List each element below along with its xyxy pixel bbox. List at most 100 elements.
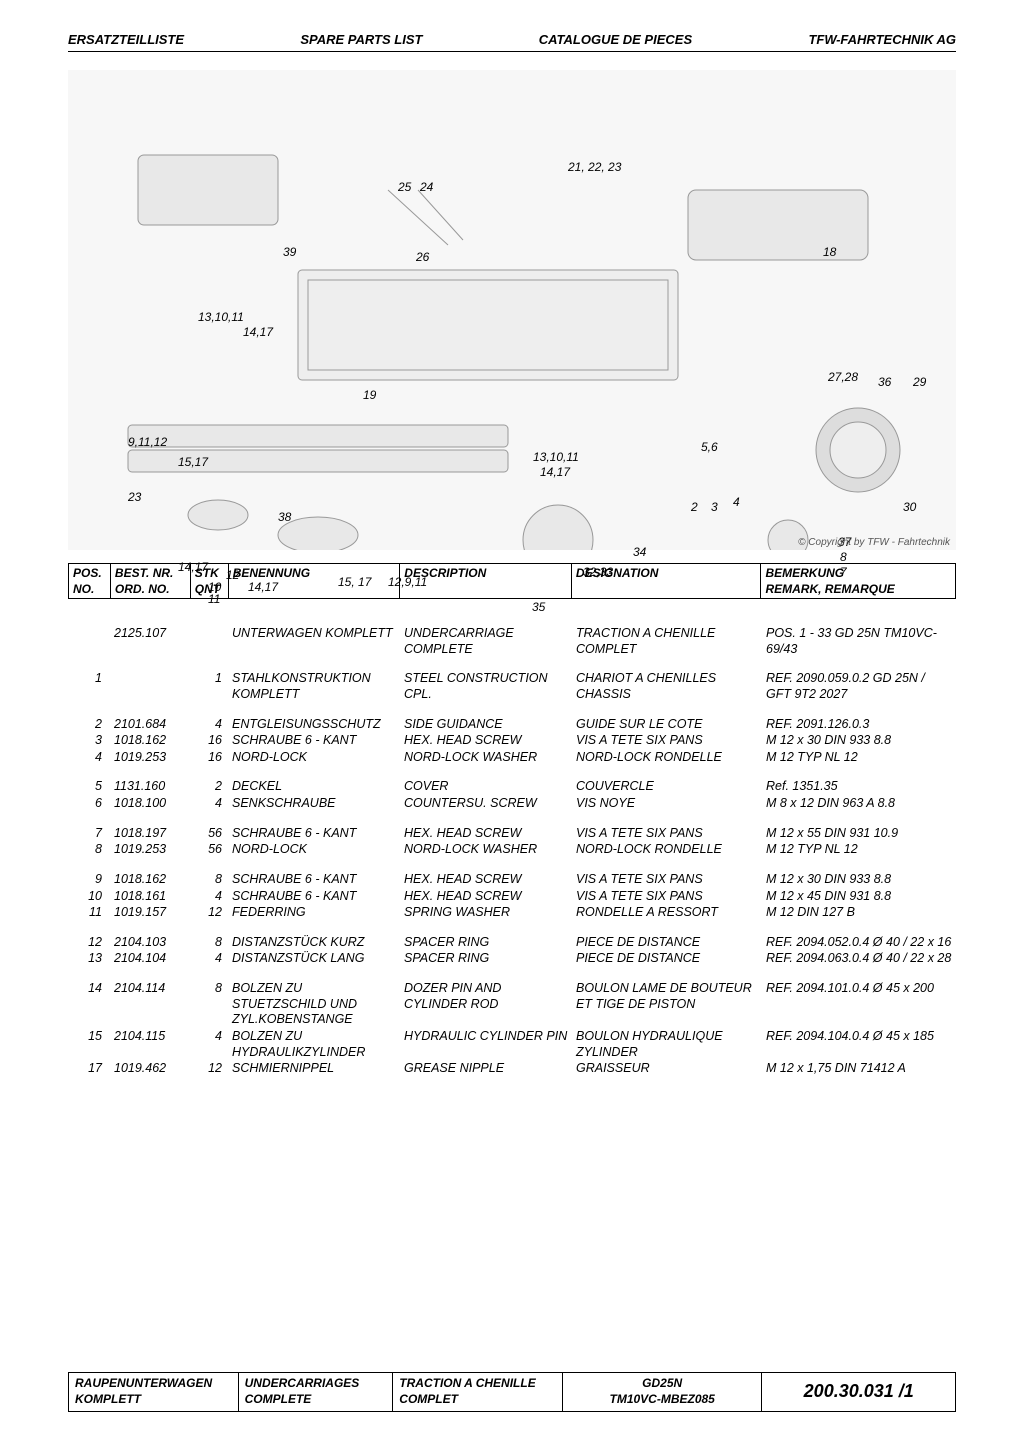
table-cell: BOLZEN ZU STUETZSCHILD UND ZYL.KOBENSTAN…: [228, 981, 400, 1028]
table-cell: STEEL CONSTRUCTION CPL.: [400, 671, 572, 702]
table-cell: POS. 1 - 33 GD 25N TM10VC-69/43: [762, 626, 956, 657]
table-cell: SPACER RING: [400, 951, 572, 967]
table-cell: TRACTION A CHENILLE COMPLET: [572, 626, 762, 657]
table-cell: HEX. HEAD SCREW: [400, 826, 572, 842]
parts-table-header: POS. NO. BEST. NR. ORD. NO. STK QNT BENE…: [68, 563, 956, 599]
table-cell: VIS NOYE: [572, 796, 762, 812]
table-cell: 1131.160: [110, 779, 190, 795]
table-cell: 16: [190, 733, 228, 749]
table-cell: 6: [68, 796, 110, 812]
table-cell: 1019.253: [110, 750, 190, 766]
table-cell: SCHRAUBE 6 - KANT: [228, 872, 400, 888]
table-cell: 8: [68, 842, 110, 858]
table-cell: 4: [190, 889, 228, 905]
table-cell: NORD-LOCK RONDELLE: [572, 750, 762, 766]
table-cell: DOZER PIN AND CYLINDER ROD: [400, 981, 572, 1028]
table-cell: 1018.100: [110, 796, 190, 812]
table-cell: 1018.197: [110, 826, 190, 842]
table-cell: M 12 x 45 DIN 931 8.8: [762, 889, 956, 905]
table-cell: M 12 DIN 127 B: [762, 905, 956, 921]
table-cell: 8: [190, 935, 228, 951]
table-cell: 1: [190, 671, 228, 702]
table-cell: NORD-LOCK WASHER: [400, 842, 572, 858]
footer-de: RAUPENUNTERWAGENKOMPLETT: [69, 1373, 239, 1411]
table-cell: 4: [190, 1029, 228, 1060]
table-cell: 2104.114: [110, 981, 190, 1028]
table-cell: SCHMIERNIPPEL: [228, 1061, 400, 1077]
diagram-callout: 30: [903, 500, 916, 514]
footer-model: GD25NTM10VC-MBEZ085: [563, 1373, 763, 1411]
th-desc: DESCRIPTION: [400, 564, 572, 598]
table-cell: VIS A TETE SIX PANS: [572, 826, 762, 842]
th-desig: DESIGNATION: [572, 564, 762, 598]
table-cell: 17: [68, 1061, 110, 1077]
diagram-callout: 23: [128, 490, 141, 504]
exploded-diagram: 3925242621, 22, 231813,10,1114,17199,11,…: [68, 70, 956, 550]
table-cell: COUVERCLE: [572, 779, 762, 795]
table-cell: M 12 x 1,75 DIN 71412 A: [762, 1061, 956, 1077]
table-cell: 1018.162: [110, 872, 190, 888]
table-cell: ENTGLEISUNGSSCHUTZ: [228, 717, 400, 733]
table-cell: BOULON HYDRAULIQUE ZYLINDER: [572, 1029, 762, 1060]
diagram-callout: 34: [633, 545, 646, 559]
table-cell: SCHRAUBE 6 - KANT: [228, 889, 400, 905]
diagram-callout: 24: [420, 180, 433, 194]
table-cell: M 12 x 30 DIN 933 8.8: [762, 872, 956, 888]
table-cell: SPACER RING: [400, 935, 572, 951]
table-cell: 1019.157: [110, 905, 190, 921]
footer-pagecode: 200.30.031 /1: [762, 1373, 955, 1411]
parts-table-body: 2125.107UNTERWAGEN KOMPLETTUNDERCARRIAGE…: [68, 612, 956, 1078]
table-cell: 4: [190, 717, 228, 733]
table-cell: M 12 x 30 DIN 933 8.8: [762, 733, 956, 749]
table-cell: 4: [68, 750, 110, 766]
table-cell: PIECE DE DISTANCE: [572, 951, 762, 967]
table-cell: REF. 2090.059.0.2 GD 25N / GFT 9T2 2027: [762, 671, 956, 702]
table-cell: 1019.253: [110, 842, 190, 858]
table-cell: 56: [190, 842, 228, 858]
table-cell: 56: [190, 826, 228, 842]
table-cell: 9: [68, 872, 110, 888]
table-row: 71018.19756SCHRAUBE 6 - KANTHEX. HEAD SC…: [68, 826, 956, 842]
table-cell: 2104.104: [110, 951, 190, 967]
table-cell: HEX. HEAD SCREW: [400, 872, 572, 888]
diagram-callout: 15,17: [178, 455, 208, 469]
table-cell: STAHLKONSTRUKTION KOMPLETT: [228, 671, 400, 702]
table-row: 101018.1614SCHRAUBE 6 - KANTHEX. HEAD SC…: [68, 889, 956, 905]
table-row: 11STAHLKONSTRUKTION KOMPLETTSTEEL CONSTR…: [68, 671, 956, 702]
table-cell: PIECE DE DISTANCE: [572, 935, 762, 951]
diagram-callout: 3: [711, 500, 718, 514]
table-cell: 2104.115: [110, 1029, 190, 1060]
table-cell: NORD-LOCK WASHER: [400, 750, 572, 766]
table-cell: 11: [68, 905, 110, 921]
table-row: 22101.6844ENTGLEISUNGSSCHUTZSIDE GUIDANC…: [68, 717, 956, 733]
diagram-callout: 36: [878, 375, 891, 389]
table-cell: NORD-LOCK: [228, 842, 400, 858]
table-cell: GRAISSEUR: [572, 1061, 762, 1077]
table-cell: REF. 2094.063.0.4 Ø 40 / 22 x 28: [762, 951, 956, 967]
table-cell: UNTERWAGEN KOMPLETT: [228, 626, 400, 657]
table-cell: 2104.103: [110, 935, 190, 951]
table-cell: HEX. HEAD SCREW: [400, 733, 572, 749]
table-cell: 13: [68, 951, 110, 967]
diagram-callout: 26: [416, 250, 429, 264]
diagram-callout: 21, 22, 23: [568, 160, 621, 174]
table-row: 142104.1148BOLZEN ZU STUETZSCHILD UND ZY…: [68, 981, 956, 1028]
table-row: 171019.46212SCHMIERNIPPELGREASE NIPPLEGR…: [68, 1061, 956, 1077]
table-cell: COUNTERSU. SCREW: [400, 796, 572, 812]
table-cell: SCHRAUBE 6 - KANT: [228, 733, 400, 749]
table-cell: 4: [190, 796, 228, 812]
table-cell: 1019.462: [110, 1061, 190, 1077]
table-cell: 16: [190, 750, 228, 766]
table-cell: M 12 TYP NL 12: [762, 842, 956, 858]
diagram-callout: 8: [840, 550, 847, 564]
table-cell: [68, 626, 110, 657]
table-cell: 2: [190, 779, 228, 795]
table-cell: 3: [68, 733, 110, 749]
table-cell: CHARIOT A CHENILLES CHASSIS: [572, 671, 762, 702]
table-cell: [190, 626, 228, 657]
page-footer: RAUPENUNTERWAGENKOMPLETT UNDERCARRIAGESC…: [68, 1372, 956, 1412]
table-cell: DISTANZSTÜCK LANG: [228, 951, 400, 967]
table-cell: 8: [190, 872, 228, 888]
table-cell: SPRING WASHER: [400, 905, 572, 921]
diagram-callout: 18: [823, 245, 836, 259]
